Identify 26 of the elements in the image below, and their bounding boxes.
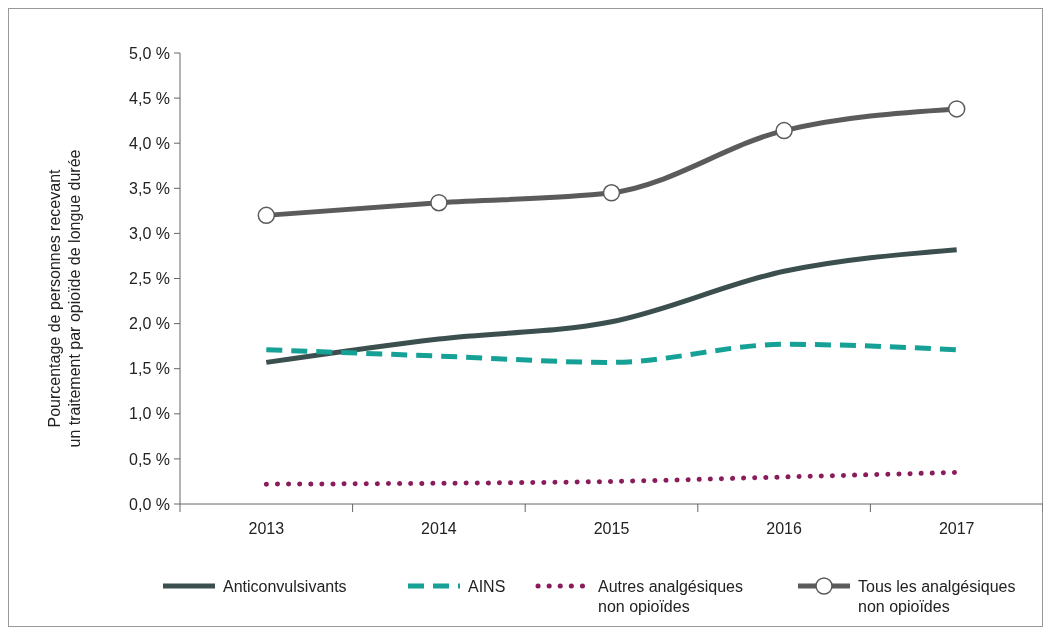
y-tick-label: 0,5 % (129, 450, 170, 468)
legend-label: Tous les analgésiques non opioïdes (858, 577, 1016, 615)
y-tick-label: 0,0 % (129, 495, 170, 513)
point (430, 193, 448, 212)
point (775, 121, 793, 140)
y-tick-label: 1,0 % (129, 405, 170, 423)
y-tick-label: 3,0 % (129, 225, 170, 242)
y-tick-label: 4,0 % (129, 134, 170, 152)
x-tick-label: 2015 (593, 520, 630, 537)
y-tick-label: 5,0 % (129, 44, 170, 62)
x-tick-label: 2013 (248, 520, 285, 537)
y-tick-label: 4,5 % (129, 89, 170, 107)
legend-label: Anticonvulsivants (223, 577, 347, 595)
y-tick-label: 3,5 % (129, 179, 170, 197)
y-axis-title: Pourcentage de personnes recevant un traitement par opioïde de longue durée (46, 149, 83, 448)
y-tick-label: 1,5 % (129, 360, 170, 378)
y-tick-label: 2,5 % (129, 270, 170, 288)
point (947, 100, 966, 118)
x-tick-label: 2017 (938, 520, 975, 537)
point (602, 184, 621, 202)
x-tick-label: 2016 (766, 520, 802, 537)
x-tick-label: 2014 (421, 520, 457, 537)
y-tick-label: 2,0 % (129, 315, 170, 333)
legend-label: Autres analgésiques non opioïdes (598, 577, 743, 615)
point (257, 206, 276, 225)
legend-label: AINS (468, 577, 506, 595)
